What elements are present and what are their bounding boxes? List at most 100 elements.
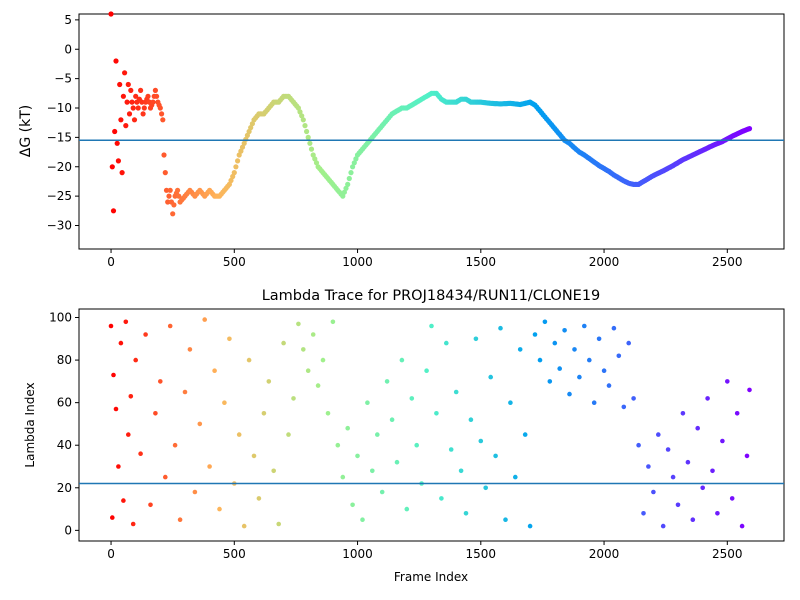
delta-g-point — [244, 132, 250, 138]
lambda-x-ticks: 0 500 1000 1500 2000 2500 — [107, 541, 743, 561]
lambda-point — [621, 404, 627, 410]
lambda-point — [384, 379, 390, 384]
delta-g-point — [304, 128, 310, 135]
delta-g-y-ticks: −30 −25 −20 −15 −10 −5 0 5 — [47, 13, 79, 233]
lambda-point — [197, 421, 203, 427]
lambda-point — [601, 368, 607, 374]
lambda-point — [473, 336, 479, 342]
delta-g-point — [300, 117, 306, 123]
lambda-point — [163, 474, 168, 480]
lambda-point — [700, 485, 705, 491]
lambda-point — [670, 474, 676, 480]
delta-g-point — [307, 140, 313, 146]
delta-g-point — [299, 113, 305, 119]
delta-g-point — [129, 99, 135, 105]
delta-g-point — [125, 81, 131, 88]
delta-g-point — [249, 121, 255, 127]
lambda-point — [517, 347, 523, 352]
lambda-point — [453, 389, 459, 395]
delta-g-point — [117, 81, 123, 88]
lambda-point — [434, 411, 439, 416]
delta-g-y-tick-label: −20 — [47, 160, 72, 174]
delta-g-point — [226, 181, 232, 187]
lambda-x-tick-label: 500 — [223, 547, 246, 561]
lambda-point — [110, 515, 115, 520]
lambda-point — [118, 340, 124, 346]
delta-g-point — [161, 152, 167, 158]
lambda-x-tick-label: 1500 — [466, 547, 497, 561]
lambda-point — [261, 411, 267, 416]
delta-g-point — [248, 125, 254, 131]
delta-g-point — [351, 160, 357, 166]
delta-g-point — [133, 93, 139, 99]
lambda-point — [202, 317, 207, 322]
delta-g-point — [119, 170, 125, 176]
delta-g-point — [124, 99, 130, 105]
lambda-point — [522, 432, 528, 437]
delta-g-y-tick-label: −5 — [54, 72, 72, 86]
delta-g-point — [231, 170, 237, 176]
delta-g-point — [238, 148, 244, 154]
lambda-point — [547, 379, 553, 384]
lambda-point — [439, 496, 444, 501]
delta-g-point — [297, 109, 303, 115]
delta-g-point — [305, 134, 311, 140]
lambda-x-tick-label: 2500 — [712, 547, 743, 561]
delta-g-point — [114, 140, 120, 146]
delta-g-axes-frame — [78, 13, 785, 250]
lambda-point — [123, 319, 129, 325]
lambda-point — [310, 332, 316, 337]
delta-g-chart: 0 500 1000 1500 2000 2500 −30 −25 −20 −15 −10 −5 0 5… — [18, 11, 785, 269]
lambda-point — [493, 453, 498, 459]
lambda-point — [360, 517, 365, 522]
delta-g-point — [166, 193, 172, 199]
lambda-point — [121, 498, 126, 503]
lambda-point — [636, 442, 641, 448]
delta-g-point — [138, 87, 144, 93]
lambda-point — [207, 464, 212, 469]
lambda-point — [587, 357, 592, 363]
delta-g-point — [230, 173, 236, 180]
delta-g-point — [312, 156, 318, 162]
lambda-point — [665, 447, 671, 452]
lambda-point — [246, 357, 252, 363]
delta-g-point — [120, 93, 126, 99]
delta-g-point — [310, 152, 316, 158]
lambda-point — [138, 451, 143, 457]
lambda-point — [355, 453, 360, 459]
lambda-y-tick-label: 100 — [49, 311, 72, 325]
delta-g-point — [139, 99, 145, 105]
delta-g-y-tick-label: 5 — [64, 13, 72, 27]
lambda-point — [404, 506, 410, 512]
lambda-point — [685, 459, 691, 465]
delta-g-point — [122, 70, 128, 76]
lambda-point — [532, 332, 538, 337]
delta-g-point — [341, 189, 347, 195]
delta-g-point — [115, 158, 121, 164]
delta-g-x-tick-label: 1000 — [342, 255, 373, 269]
delta-g-x-tick-label: 500 — [223, 255, 246, 269]
lambda-point — [557, 366, 562, 371]
lambda-point — [478, 438, 484, 444]
lambda-point — [616, 353, 622, 359]
lambda-point — [503, 517, 508, 522]
delta-g-point — [130, 105, 136, 111]
lambda-y-tick-label: 20 — [57, 481, 72, 495]
lambda-point — [113, 406, 119, 412]
lambda-point — [606, 383, 612, 388]
lambda-point — [111, 372, 116, 378]
delta-g-x-ticks: 0 500 1000 1500 2000 2500 — [107, 249, 743, 269]
lambda-point — [577, 374, 582, 380]
lambda-point — [552, 340, 558, 346]
delta-g-x-tick-label: 2000 — [589, 255, 620, 269]
delta-g-point — [228, 177, 234, 184]
delta-g-point — [313, 160, 320, 166]
lambda-y-tick-label: 40 — [57, 438, 72, 452]
lambda-point — [725, 379, 730, 384]
lambda-point — [286, 432, 291, 437]
delta-g-point — [126, 111, 133, 117]
lambda-point — [567, 391, 572, 397]
delta-g-point — [295, 105, 301, 111]
delta-g-point — [131, 117, 138, 123]
